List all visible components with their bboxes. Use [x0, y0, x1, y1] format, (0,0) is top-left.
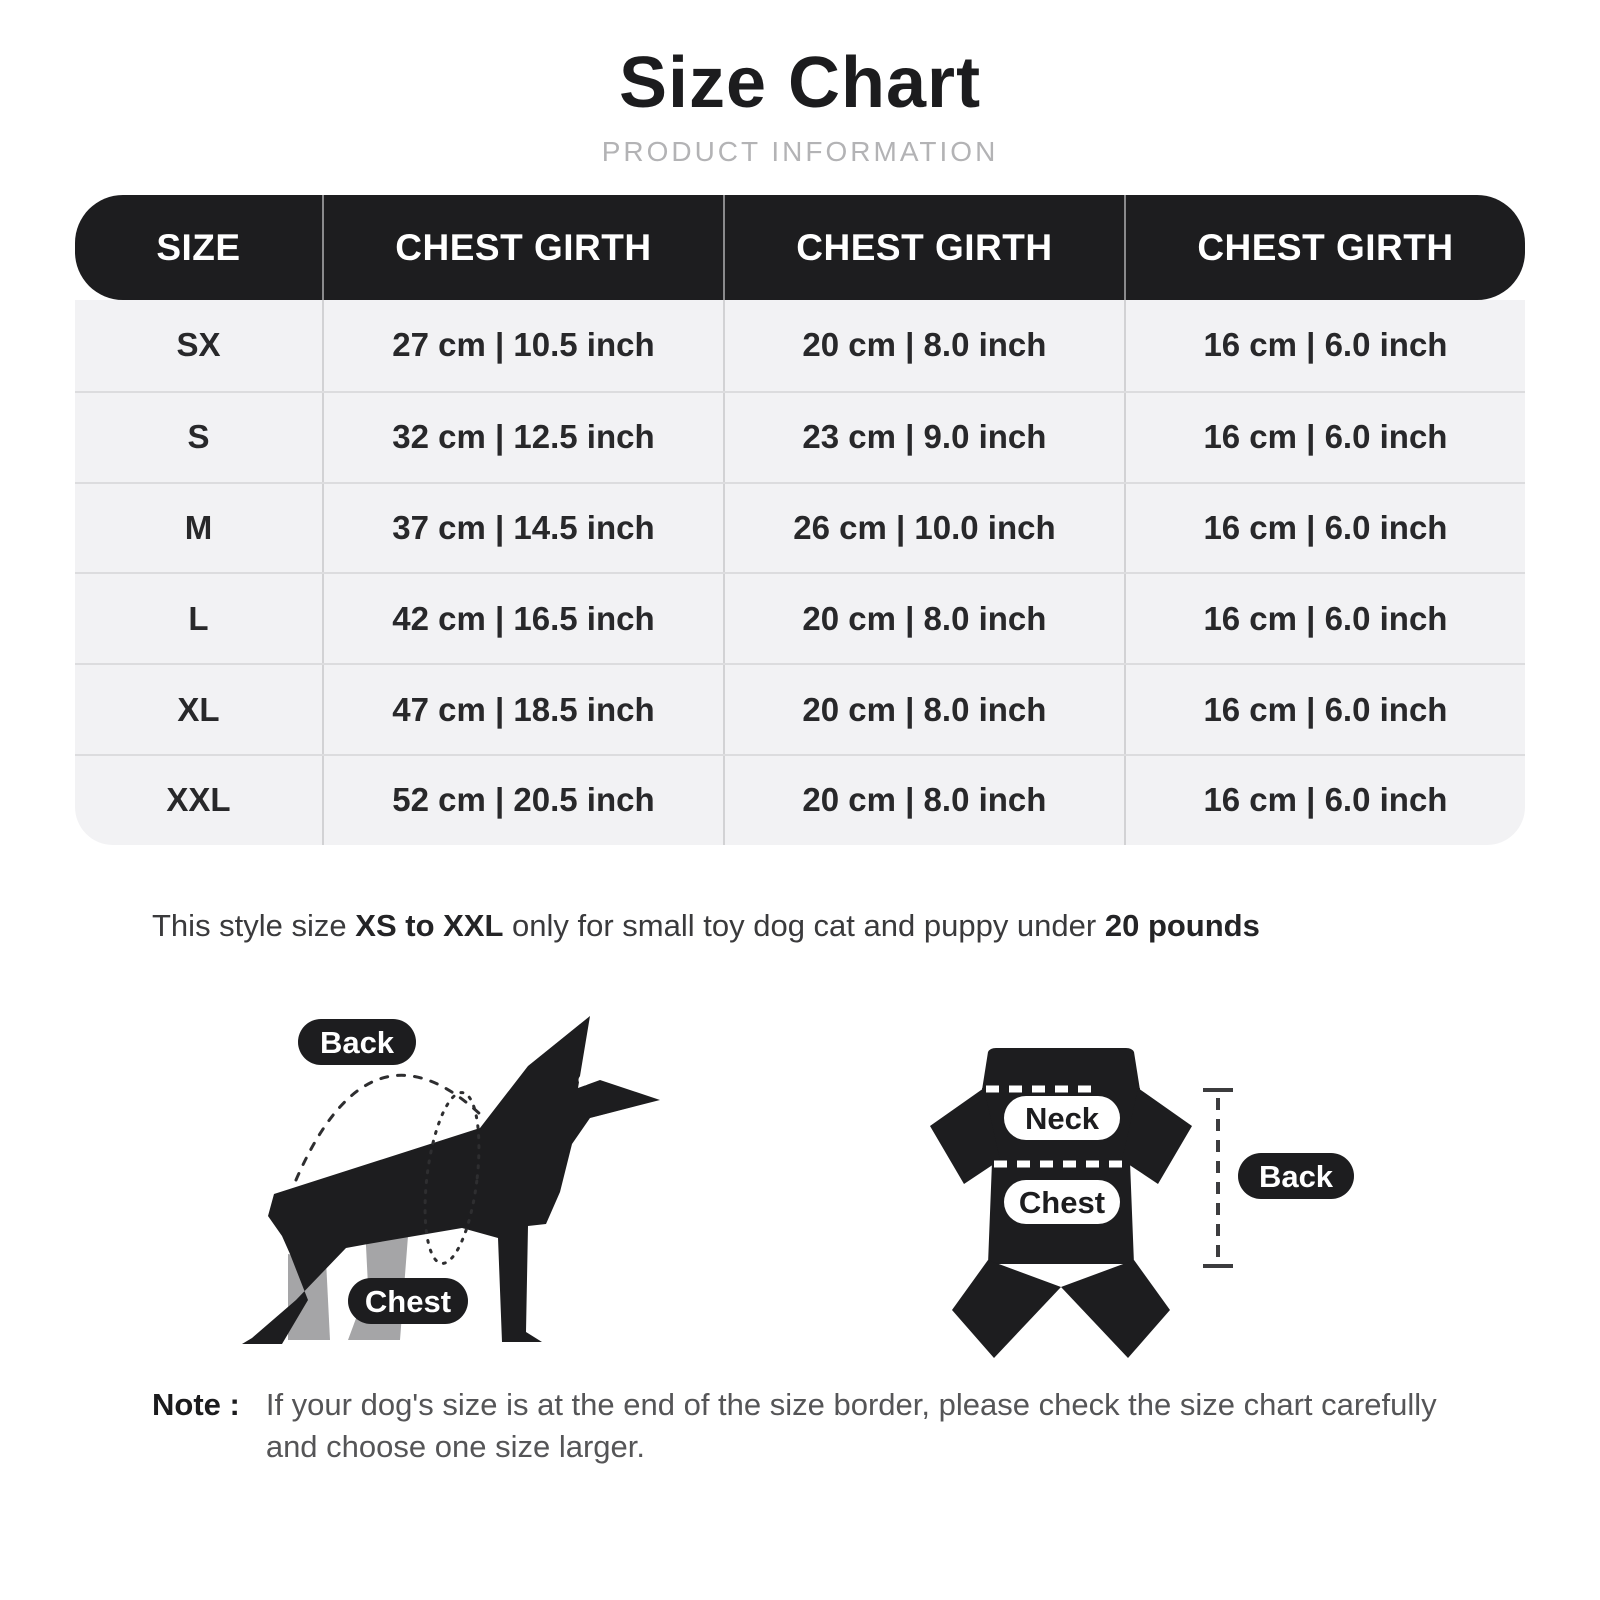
cell-value: 16 cm | 6.0 inch [1123, 574, 1525, 664]
garment-neck-pill: Neck [1004, 1096, 1120, 1140]
footer-note: Note : If your dog's size is at the end … [152, 1384, 1472, 1468]
note-text: If your dog's size is at the end of the … [265, 1387, 1437, 1464]
back-measure-line [1203, 1088, 1233, 1268]
table-row: S 32 cm | 12.5 inch 23 cm | 9.0 inch 16 … [75, 390, 1525, 482]
cell-value: 20 cm | 8.0 inch [722, 574, 1124, 664]
cell-value: 16 cm | 6.0 inch [1123, 392, 1525, 482]
cell-value: 26 cm | 10.0 inch [722, 483, 1124, 573]
garment-back-label: Back [1259, 1159, 1334, 1194]
table-row: SX 27 cm | 10.5 inch 20 cm | 8.0 inch 16… [75, 300, 1525, 391]
cell-size: L [188, 599, 209, 637]
dog-chest-label: Chest [365, 1284, 451, 1319]
garment-flat-illustration: Neck Chest Back [930, 1048, 1354, 1358]
garment-back-pill: Back [1238, 1153, 1354, 1199]
cell-size: SX [176, 326, 221, 364]
desc-size-range: XS to XXL [355, 908, 504, 943]
garment-neck-label: Neck [1025, 1101, 1100, 1136]
dog-body-silhouette [242, 1016, 660, 1344]
note-label: Note : [152, 1387, 240, 1422]
garment-chest-label: Chest [1019, 1185, 1105, 1220]
cell-value: 27 cm | 10.5 inch [321, 300, 723, 391]
page-title: Size Chart [618, 43, 982, 123]
dog-back-pill: Back [298, 1019, 416, 1065]
table-row: L 42 cm | 16.5 inch 20 cm | 8.0 inch 16 … [75, 572, 1525, 664]
table-row: XXL 52 cm | 20.5 inch 20 cm | 8.0 inch 1… [75, 753, 1525, 845]
dog-back-label: Back [320, 1025, 395, 1060]
column-header-chest-girth-2: CHEST GIRTH [722, 195, 1124, 300]
size-chart-table: SIZE CHEST GIRTH CHEST GIRTH CHEST GIRTH… [75, 195, 1525, 845]
cell-size: S [187, 418, 210, 456]
cell-value: 20 cm | 8.0 inch [722, 665, 1124, 754]
cell-value: 52 cm | 20.5 inch [321, 755, 723, 845]
page-subtitle: PRODUCT INFORMATION [601, 136, 999, 167]
cell-size: M [184, 508, 213, 546]
desc-weight-limit: 20 pounds [1104, 908, 1260, 943]
chest-girth-ellipse [423, 1091, 481, 1265]
dog-side-illustration: Back Chest [242, 1016, 660, 1344]
cell-size: XL [177, 690, 220, 728]
sizing-description: This style size XS to XXL only for small… [152, 908, 1482, 944]
column-header-size: SIZE [156, 226, 241, 268]
table-header-row: SIZE CHEST GIRTH CHEST GIRTH CHEST GIRTH [75, 195, 1525, 300]
desc-text: only for small toy dog cat and puppy und… [503, 908, 1105, 943]
dog-chest-pill: Chest [348, 1278, 468, 1324]
table-body: SX 27 cm | 10.5 inch 20 cm | 8.0 inch 16… [75, 300, 1525, 845]
cell-size: XXL [166, 781, 231, 819]
cell-value: 23 cm | 9.0 inch [722, 392, 1124, 482]
column-header-chest-girth-3: CHEST GIRTH [1123, 195, 1525, 300]
garment-chest-pill: Chest [1004, 1180, 1120, 1224]
cell-value: 16 cm | 6.0 inch [1123, 665, 1525, 754]
table-row: XL 47 cm | 18.5 inch 20 cm | 8.0 inch 16… [75, 663, 1525, 754]
cell-value: 16 cm | 6.0 inch [1123, 483, 1525, 573]
table-row: M 37 cm | 14.5 inch 26 cm | 10.0 inch 16… [75, 481, 1525, 573]
cell-value: 20 cm | 8.0 inch [722, 755, 1124, 845]
cell-value: 42 cm | 16.5 inch [321, 574, 723, 664]
column-header-chest-girth-1: CHEST GIRTH [321, 195, 723, 300]
dog-eye [578, 1074, 590, 1086]
cell-value: 47 cm | 18.5 inch [321, 665, 723, 754]
cell-value: 16 cm | 6.0 inch [1123, 755, 1525, 845]
cell-value: 32 cm | 12.5 inch [321, 392, 723, 482]
desc-text: This style size [152, 908, 356, 943]
cell-value: 37 cm | 14.5 inch [321, 483, 723, 573]
cell-value: 16 cm | 6.0 inch [1123, 300, 1525, 391]
cell-value: 20 cm | 8.0 inch [722, 300, 1124, 391]
